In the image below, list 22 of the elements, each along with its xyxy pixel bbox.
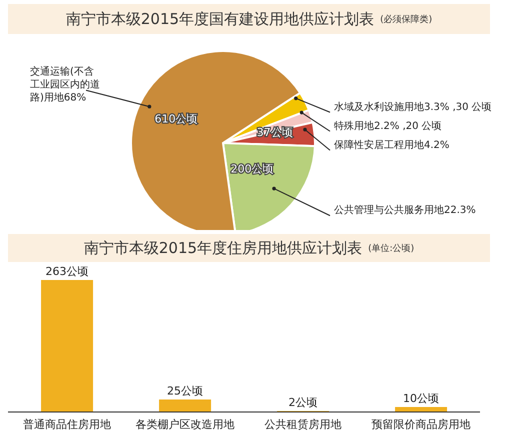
slice-label: 特殊用地2.2% ,20 公顷	[334, 120, 442, 132]
x-tick-label: 各类棚户区改造用地	[136, 418, 234, 431]
slice-label: 公共管理与公共服务用地22.3%	[334, 204, 476, 216]
x-tick-label: 公共租赁房用地	[264, 418, 342, 431]
bar	[159, 399, 212, 412]
bar	[41, 280, 94, 412]
chart-subtitle: (单位:公顷)	[368, 242, 414, 254]
data-label: 2公顷	[288, 396, 318, 409]
chart-subtitle: (必须保障类)	[380, 14, 432, 26]
data-label: 25公顷	[167, 384, 204, 398]
data-label: 10公顷	[403, 392, 440, 405]
x-tick-label: 预留限价商品房用地	[372, 418, 470, 431]
x-tick-label: 普通商品住房用地	[23, 418, 111, 431]
bar	[395, 406, 448, 412]
slice-label: 水域及水利设施用地3.3% ,30 公顷	[334, 100, 492, 113]
slice-label: 保障性安居工程用地4.2%	[334, 138, 450, 151]
chart-title: 南宁市本级2015年度住房用地供应计划表	[84, 238, 362, 258]
slice-label: 交通运输(不含工业园区内的道路)用地68%	[30, 66, 100, 104]
data-label: 610公顷	[154, 112, 198, 126]
data-label: 200公顷	[230, 162, 274, 176]
data-label: 263公顷	[46, 265, 89, 278]
chart-title: 南宁市本级2015年度国有建设用地供应计划表	[66, 10, 374, 28]
